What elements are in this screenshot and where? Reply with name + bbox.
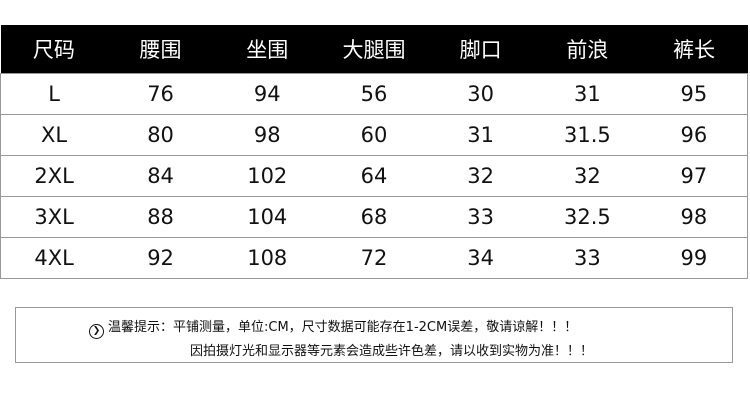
table-cell: 2XL xyxy=(0,155,108,197)
table-cell: 95 xyxy=(640,73,748,115)
table-cell: 31 xyxy=(534,73,641,115)
table-cell: 98 xyxy=(640,196,748,238)
notice-text-1: 温馨提示：平铺测量，单位:CM，尺寸数据可能存在1-2CM误差，敬请谅解！！！ xyxy=(108,320,578,335)
table-row: L 76 94 56 30 31 95 xyxy=(0,73,748,115)
table-cell: 76 xyxy=(107,73,214,115)
table-cell: 32 xyxy=(534,155,641,197)
table-row: XL 80 98 60 31 31.5 96 xyxy=(0,114,748,156)
table-cell: 31 xyxy=(427,114,535,156)
table-cell: 68 xyxy=(320,196,428,238)
table-cell: 32 xyxy=(427,155,535,197)
table-cell: 4XL xyxy=(0,237,108,279)
table-cell: 94 xyxy=(213,73,321,115)
table-cell: 88 xyxy=(107,196,214,238)
notice-line-2: 因拍摄灯光和显示器等元素会造成些许色差，请以收到实物为准！！！ xyxy=(190,344,594,359)
table-cell: 30 xyxy=(427,73,535,115)
table-cell: 32.5 xyxy=(534,196,641,238)
table-cell: 84 xyxy=(107,155,214,197)
column-header: 尺码 xyxy=(0,25,108,74)
table-row: 2XL 84 102 64 32 32 97 xyxy=(0,155,748,197)
chevron-right-circle-icon: ❯ xyxy=(89,324,104,339)
table-cell: 98 xyxy=(213,114,321,156)
column-header: 裤长 xyxy=(640,25,748,74)
table-cell: 33 xyxy=(427,196,535,238)
table-cell: 60 xyxy=(320,114,428,156)
table-cell: 102 xyxy=(213,155,321,197)
column-header: 坐围 xyxy=(213,25,321,74)
size-chart-table: 尺码 腰围 坐围 大腿围 脚口 前浪 裤长 L 76 94 56 30 31 95 XL 80 98 60 31 3… xyxy=(0,25,748,279)
table-cell: 34 xyxy=(427,237,535,279)
table-cell: 56 xyxy=(320,73,428,115)
table-cell: 33 xyxy=(534,237,641,279)
column-header: 腰围 xyxy=(107,25,214,74)
table-cell: XL xyxy=(0,114,108,156)
table-cell: 104 xyxy=(213,196,321,238)
header-row: 尺码 腰围 坐围 大腿围 脚口 前浪 裤长 xyxy=(0,25,748,74)
table-cell: 108 xyxy=(213,237,321,279)
notice-box: ❯ 温馨提示：平铺测量，单位:CM，尺寸数据可能存在1-2CM误差，敬请谅解！！！… xyxy=(15,307,733,363)
table-cell: 99 xyxy=(640,237,748,279)
table-cell: 97 xyxy=(640,155,748,197)
table-cell: 3XL xyxy=(0,196,108,238)
column-header: 脚口 xyxy=(427,25,535,74)
table-cell: 80 xyxy=(107,114,214,156)
column-header: 前浪 xyxy=(534,25,641,74)
table-cell: 64 xyxy=(320,155,428,197)
table-row: 4XL 92 108 72 34 33 99 xyxy=(0,237,748,279)
column-header: 大腿围 xyxy=(320,25,428,74)
table-cell: 96 xyxy=(640,114,748,156)
table-cell: 72 xyxy=(320,237,428,279)
notice-line-1: ❯ 温馨提示：平铺测量，单位:CM，尺寸数据可能存在1-2CM误差，敬请谅解！！！ xyxy=(89,316,577,339)
table-cell: L xyxy=(0,73,108,115)
table-cell: 31.5 xyxy=(534,114,641,156)
table-cell: 92 xyxy=(107,237,214,279)
table-row: 3XL 88 104 68 33 32.5 98 xyxy=(0,196,748,238)
